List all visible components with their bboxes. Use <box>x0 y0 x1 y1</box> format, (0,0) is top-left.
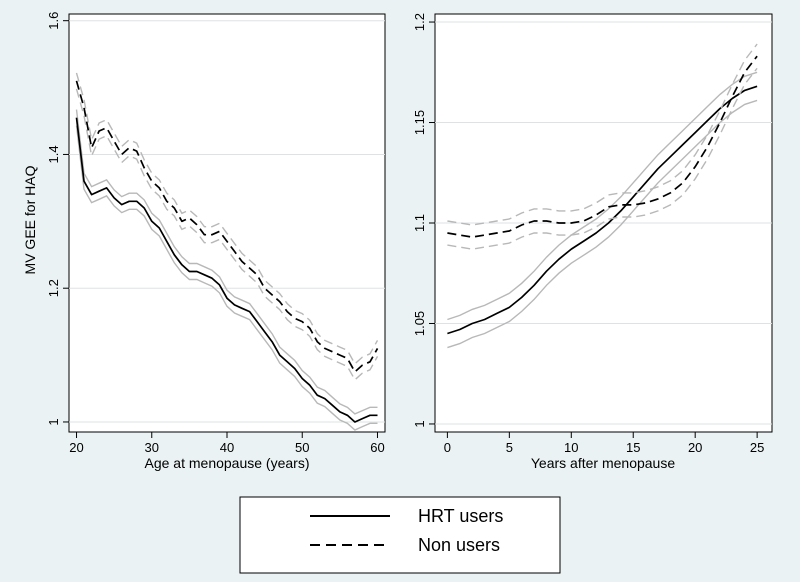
left-non-users-ci-lower-line <box>75 88 379 381</box>
left-hrt-users-estimate-line <box>75 117 378 423</box>
left-plot-area <box>68 13 386 433</box>
left-non-users-ci-upper-line <box>75 72 379 365</box>
left-y-tick-label-1: 1 <box>46 418 61 425</box>
right-non-users-ci-upper-line <box>447 43 758 226</box>
right-hrt-users-estimate-line <box>447 85 758 335</box>
right-x-tick-label-15: 15 <box>626 440 640 455</box>
left-panel-age-at-menopause: 1 1.2 1.4 1.6 20 30 40 50 60 <box>46 12 386 455</box>
left-x-tick-label-30: 30 <box>145 440 159 455</box>
legend-label-non-users: Non users <box>418 535 500 555</box>
left-y-tick-label-1-6: 1.6 <box>46 12 61 30</box>
right-x-tick-label-20: 20 <box>688 440 702 455</box>
right-x-tick-label-25: 25 <box>750 440 764 455</box>
right-y-tick-label-1-2: 1.2 <box>412 13 427 31</box>
left-x-tick-label-40: 40 <box>220 440 234 455</box>
legend-box <box>239 496 561 574</box>
right-non-users-ci-lower-line <box>447 67 758 250</box>
right-x-tick-label-0: 0 <box>444 440 451 455</box>
legend-label-hrt-users: HRT users <box>418 506 503 526</box>
left-y-axis-label: MV GEE for HAQ <box>22 165 38 274</box>
legend: HRT users Non users <box>239 496 561 574</box>
right-hrt-users-ci-upper-line <box>447 71 758 321</box>
left-non-users-estimate-line <box>75 80 379 373</box>
left-x-tick-label-20: 20 <box>69 440 83 455</box>
left-y-tick-label-1-4: 1.4 <box>46 145 61 163</box>
right-x-tick-label-5: 5 <box>506 440 513 455</box>
right-y-tick-label-1: 1 <box>412 420 427 427</box>
left-hrt-users-ci-upper-line <box>75 109 378 415</box>
left-x-tick-label-60: 60 <box>370 440 384 455</box>
right-x-axis-label: Years after menopause <box>531 455 675 471</box>
left-y-tick-label-1-2: 1.2 <box>46 279 61 297</box>
right-x-tick-label-10: 10 <box>564 440 578 455</box>
right-y-tick-label-1-1: 1.1 <box>412 214 427 232</box>
right-hrt-users-ci-lower-line <box>447 99 758 349</box>
right-panel-years-after-menopause: 1 1.05 1.1 1.15 1.2 0 5 10 15 20 25 <box>412 13 773 455</box>
right-y-tick-label-1-05: 1.05 <box>412 311 427 336</box>
left-x-axis-label: Age at menopause (years) <box>145 455 310 471</box>
right-non-users-estimate-line <box>447 55 758 238</box>
right-y-tick-label-1-15: 1.15 <box>412 110 427 135</box>
left-hrt-users-ci-lower-line <box>75 125 378 431</box>
left-x-tick-label-50: 50 <box>295 440 309 455</box>
